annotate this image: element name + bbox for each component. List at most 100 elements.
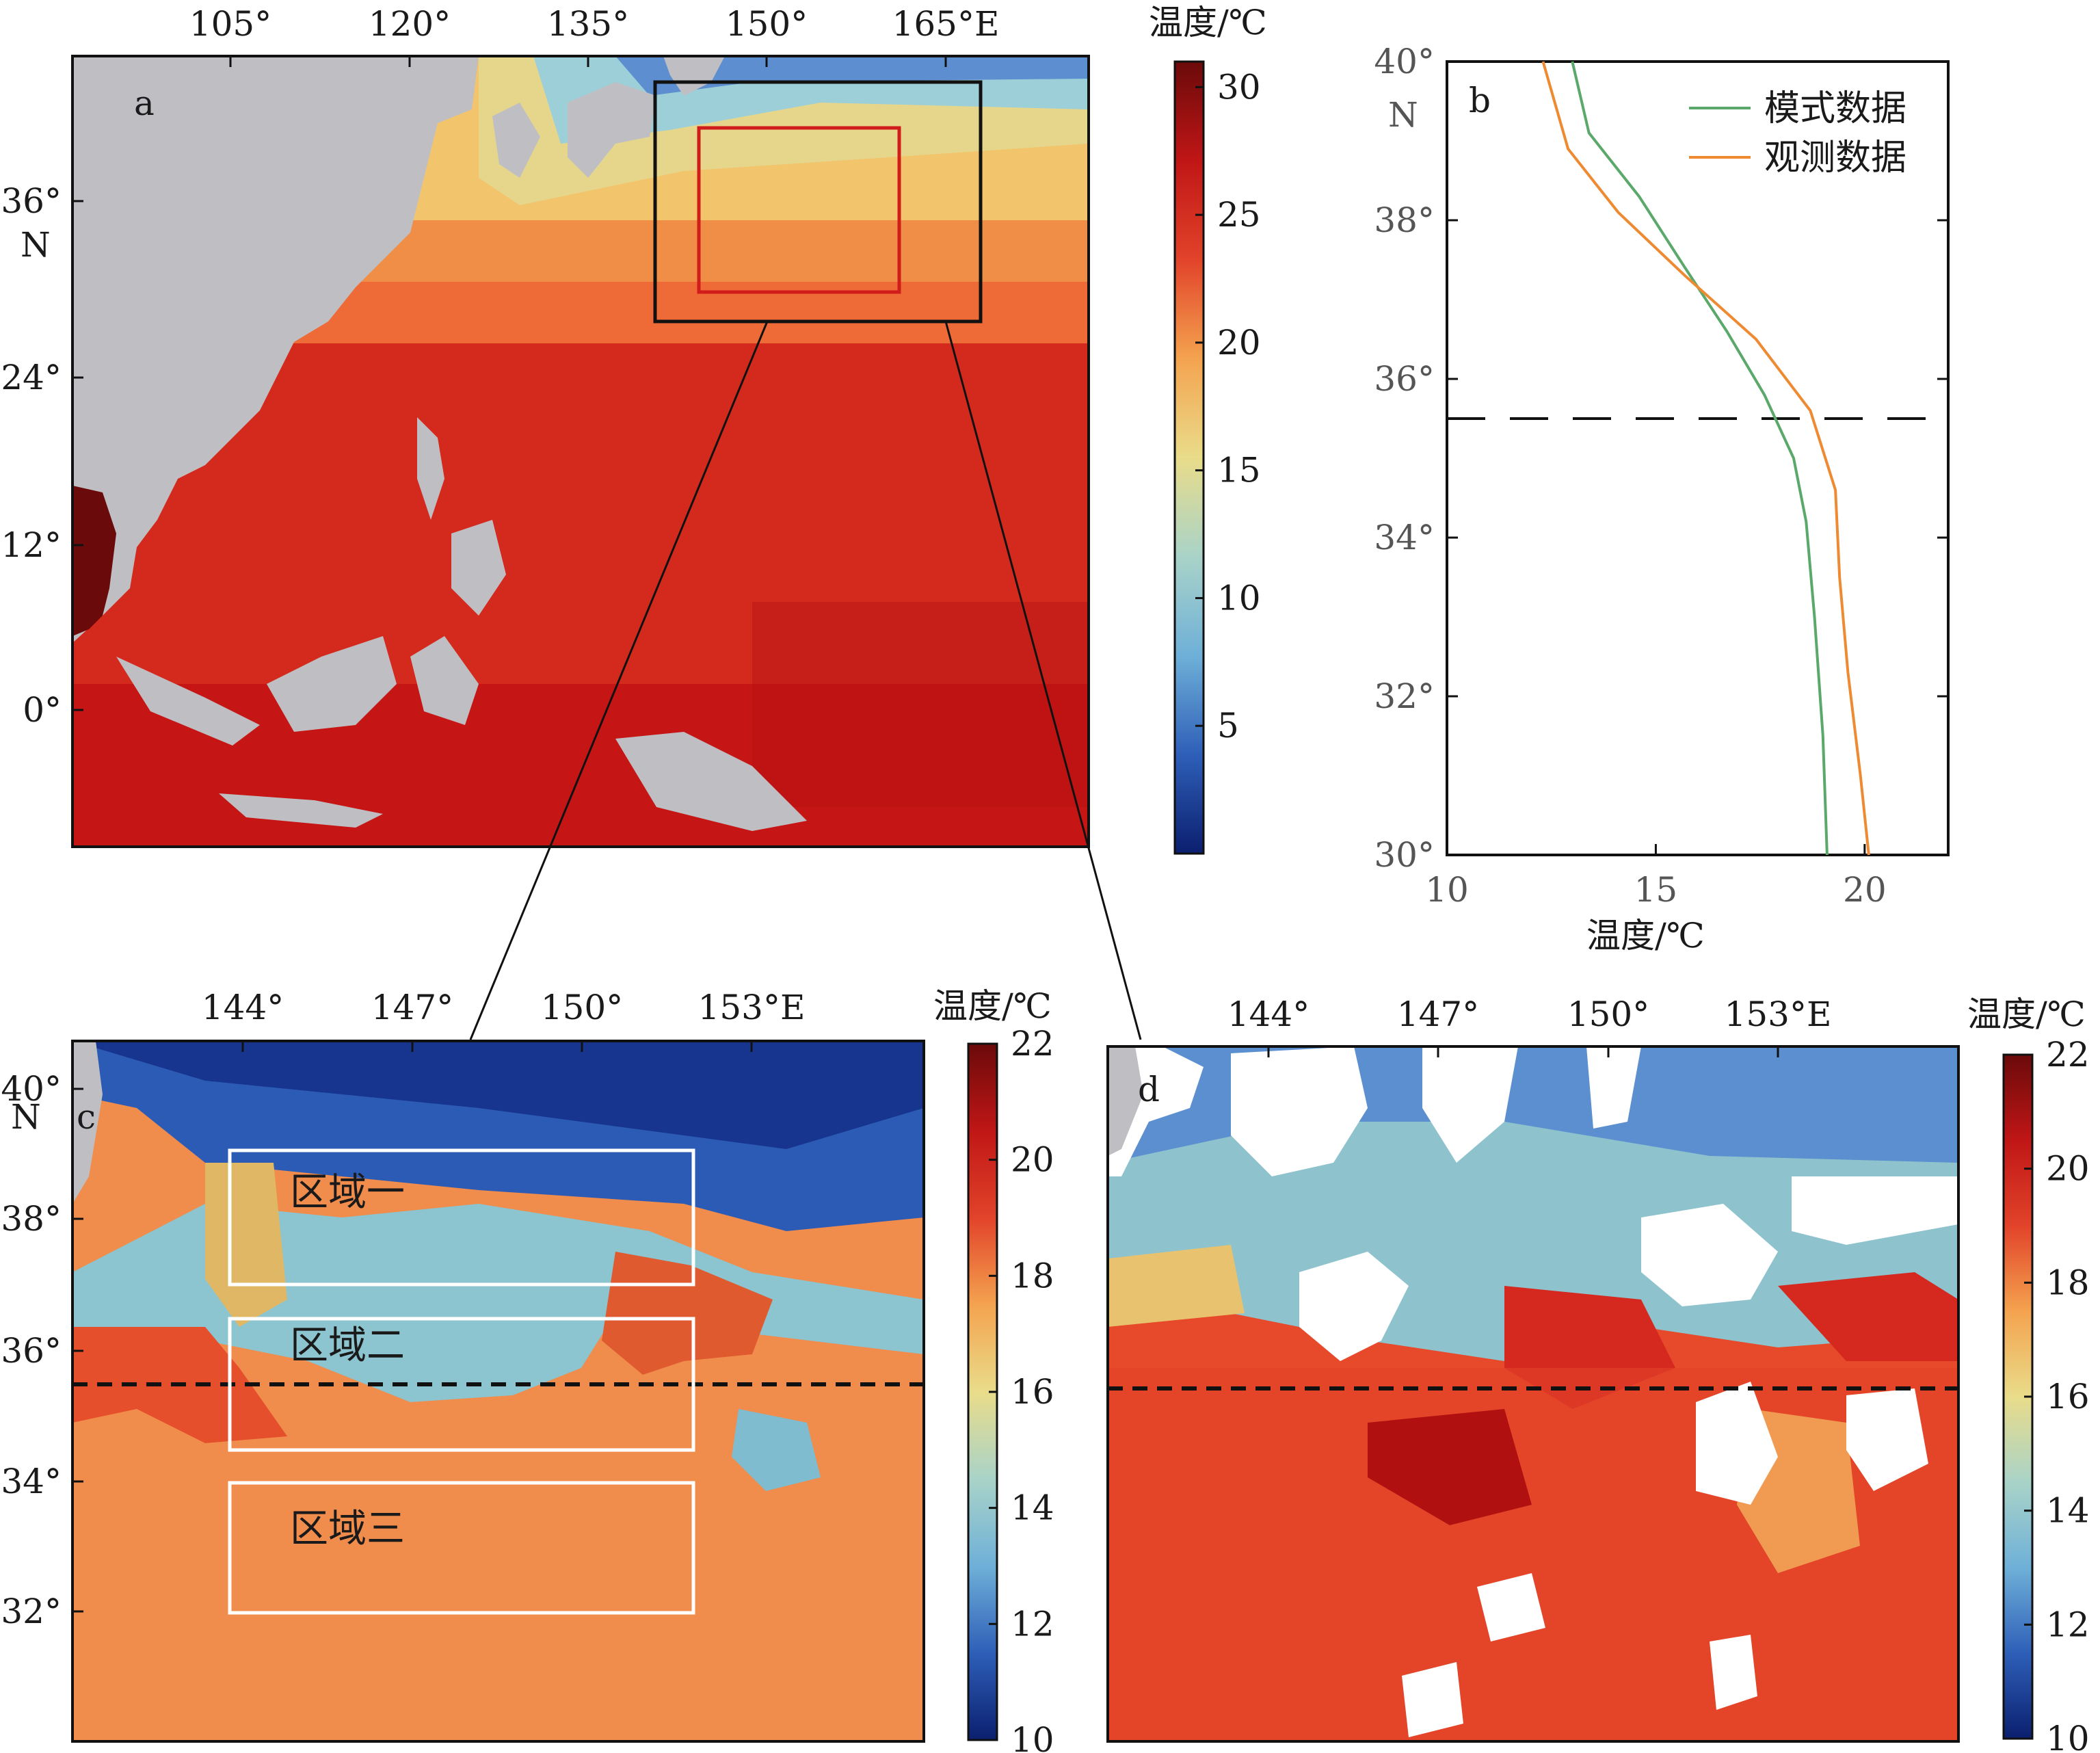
panel-c-x-ticks: 144° 147° 150° 153°E xyxy=(202,988,806,1052)
panel-c-x-tick-label: 150° xyxy=(541,988,623,1027)
panel-b-y-tick-label: 30° xyxy=(1374,835,1435,875)
d-colorbar-tick-label: 18 xyxy=(2046,1263,2090,1302)
panel-d-label: d xyxy=(1138,1070,1160,1109)
panel-b-legend: 模式数据 观测数据 xyxy=(1689,88,1906,179)
panel-b-frame xyxy=(1446,60,1950,856)
panel-b-y-unit: N xyxy=(1388,95,1418,135)
panel-b: b 模式数据 观测数据 10 15 20 40°38°36°34°32°30° N … xyxy=(1374,42,1950,955)
panel-a-x-tick-label: 150° xyxy=(726,4,808,44)
panel-b-y-tick-label: 32° xyxy=(1374,676,1435,716)
colorbar-a: 温度/℃ 30 25 20 15 10 5 xyxy=(1149,3,1267,855)
a-colorbar-tick-label: 10 xyxy=(1217,578,1261,618)
panel-c-y-tick-label: 34° xyxy=(1,1462,62,1501)
c-colorbar-tick-label: 20 xyxy=(1011,1140,1054,1180)
panel-a-y-tick-label: 12° xyxy=(1,525,62,565)
legend-obs-label: 观测数据 xyxy=(1764,137,1906,179)
region-one-label: 区域一 xyxy=(290,1170,405,1215)
colorbar-a-bar xyxy=(1173,60,1205,855)
panel-a-y-tick-label: 0° xyxy=(23,690,62,730)
panel-a-y-ticks: 36° 24° 12° 0° xyxy=(1,181,83,730)
c-colorbar-tick-label: 18 xyxy=(1011,1256,1054,1295)
panel-a-x-tick-label: 135° xyxy=(547,4,629,44)
region-one-box xyxy=(228,1148,695,1287)
d-colorbar-tick-label: 14 xyxy=(2046,1491,2090,1531)
panel-c-map xyxy=(72,1041,924,1741)
panel-d-x-tick-label: 153°E xyxy=(1725,994,1832,1034)
panel-c-frame xyxy=(71,1040,925,1743)
panel-b-label: b xyxy=(1469,81,1491,120)
panel-a-label: a xyxy=(134,83,155,123)
panel-c-y-tick-label: 32° xyxy=(1,1592,62,1631)
panel-d-x-tick-label: 144° xyxy=(1227,994,1310,1034)
d-colorbar-tick-label: 12 xyxy=(2046,1605,2090,1644)
c-colorbar-tick-label: 22 xyxy=(1011,1024,1054,1064)
colorbar-c-ticks: 22 20 18 16 14 12 10 xyxy=(989,1024,1054,1753)
region-three-label: 区域三 xyxy=(290,1507,405,1551)
panel-c: 区域一 区域二 区域三 c 144° 147° 150° 153°E 40° 38° 36… xyxy=(1,988,925,1743)
panel-b-x-tick-label: 20 xyxy=(1843,870,1887,910)
panel-a-y-unit: N xyxy=(21,225,51,265)
panel-d-x-ticks: 144° 147° 150° 153°E xyxy=(1227,994,1832,1057)
panel-c-y-tick-label: 36° xyxy=(1,1331,62,1371)
panel-b-x-tick-label: 10 xyxy=(1425,870,1469,910)
region-box-red xyxy=(697,126,901,294)
panel-a-x-tick-label: 120° xyxy=(369,4,451,44)
d-colorbar-tick-label: 16 xyxy=(2046,1377,2090,1416)
colorbar-c-title: 温度/℃ xyxy=(933,986,1052,1026)
colorbar-a-ticks: 30 25 20 15 10 5 xyxy=(1195,67,1261,746)
panel-d-map xyxy=(1108,1046,1958,1741)
panel-a-x-tick-label: 105° xyxy=(189,4,271,44)
panel-b-x-tick-label: 15 xyxy=(1634,870,1678,910)
panel-c-x-tick-label: 153°E xyxy=(698,988,806,1027)
panel-b-y-tick-label: 34° xyxy=(1374,518,1435,557)
legend-model-label: 模式数据 xyxy=(1764,88,1906,129)
panel-a-y-tick-label: 24° xyxy=(1,358,62,397)
a-colorbar-tick-label: 25 xyxy=(1217,195,1261,235)
colorbar-d: 温度/℃ 22 20 18 16 14 12 10 xyxy=(1967,994,2090,1753)
panel-a-x-ticks: 105° 120° 135° 150° 165°E xyxy=(189,4,999,67)
d-colorbar-tick-label: 20 xyxy=(2046,1149,2090,1189)
panel-c-y-ticks: 40° 38° 36° 34° 32° xyxy=(1,1069,83,1631)
a-colorbar-tick-label: 20 xyxy=(1217,323,1261,363)
panel-c-y-tick-label: 40° xyxy=(1,1069,62,1109)
a-colorbar-tick-label: 15 xyxy=(1217,451,1261,490)
panel-c-x-tick-label: 144° xyxy=(202,988,284,1027)
panel-a-frame xyxy=(71,55,1090,848)
panel-b-y-ticks: 40° 38° 36° 34° 32° 30° xyxy=(1374,42,1948,875)
a-colorbar-tick-label: 30 xyxy=(1217,67,1261,107)
panel-d: d 144° 147° 150° 153°E xyxy=(1106,994,1960,1743)
d-colorbar-tick-label: 22 xyxy=(2046,1035,2090,1075)
obs-data-line xyxy=(1541,61,1870,856)
panel-d-x-tick-label: 147° xyxy=(1397,994,1479,1034)
zoom-connector-right xyxy=(944,321,1142,1040)
model-data-line xyxy=(1571,61,1829,856)
panel-b-y-tick-label: 38° xyxy=(1374,200,1435,240)
colorbar-c: 温度/℃ 22 20 18 16 14 12 10 xyxy=(933,986,1054,1753)
region-three-box xyxy=(228,1481,695,1615)
panel-b-y-tick-label: 36° xyxy=(1374,359,1435,399)
panel-a: a 105° 120° 135° 150° 165°E 36° 24° 12° 0° N xyxy=(1,4,1090,848)
panel-b-x-ticks: 10 15 20 xyxy=(1425,844,1887,910)
panel-c-y-unit: N xyxy=(11,1097,41,1137)
panel-d-x-tick-label: 150° xyxy=(1567,994,1649,1034)
region-two-box xyxy=(228,1317,695,1452)
panel-a-y-tick-label: 36° xyxy=(1,181,62,221)
colorbar-d-ticks: 22 20 18 16 14 12 10 xyxy=(2024,1035,2090,1753)
panel-b-y-tick-label: 40° xyxy=(1374,42,1435,81)
a-colorbar-tick-label: 5 xyxy=(1217,706,1239,746)
panel-b-x-axis-label: 温度/℃ xyxy=(1586,916,1705,955)
panel-c-x-tick-label: 147° xyxy=(371,988,453,1027)
colorbar-d-title: 温度/℃ xyxy=(1967,994,2086,1034)
zoom-connector-left xyxy=(469,321,769,1040)
panel-c-y-tick-label: 38° xyxy=(1,1199,62,1239)
colorbar-a-title: 温度/℃ xyxy=(1149,3,1267,42)
c-colorbar-tick-label: 14 xyxy=(1011,1488,1054,1528)
panel-c-label: c xyxy=(77,1097,96,1137)
c-colorbar-tick-label: 10 xyxy=(1011,1720,1054,1753)
panel-a-map xyxy=(72,56,1089,847)
zoom-box-black xyxy=(653,80,983,324)
panel-d-frame xyxy=(1106,1045,1960,1743)
c-colorbar-tick-label: 12 xyxy=(1011,1604,1054,1644)
region-two-label: 区域二 xyxy=(290,1323,405,1368)
